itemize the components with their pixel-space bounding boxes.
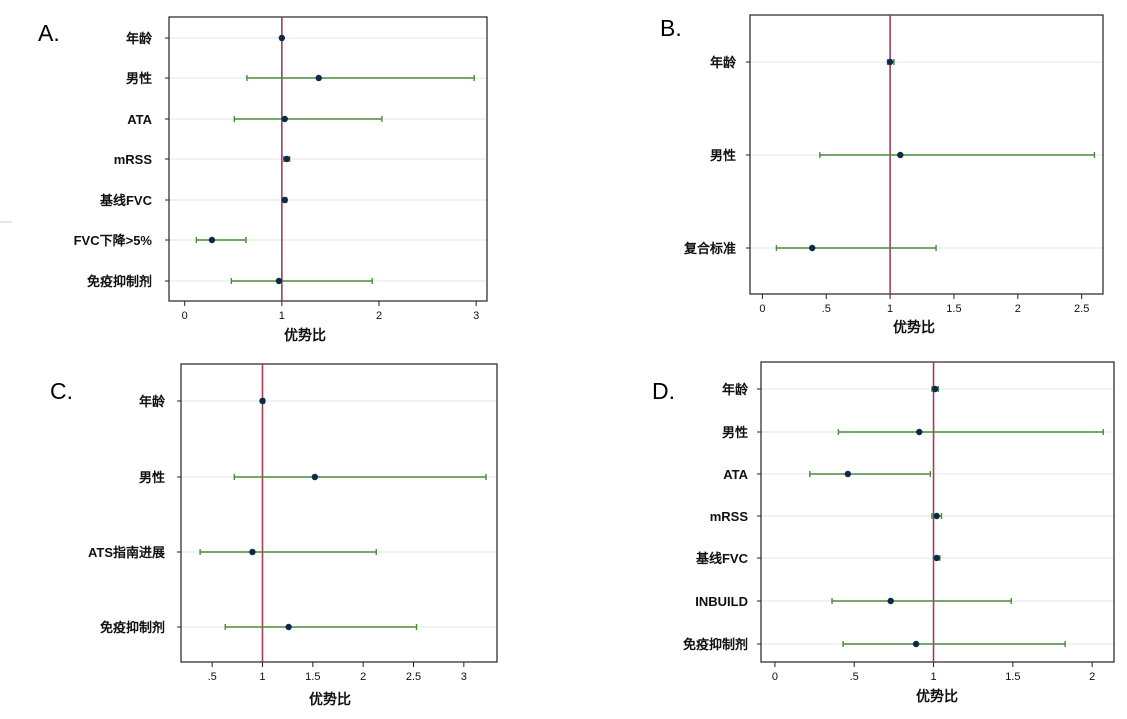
panel-2-odds-ratio-point	[808, 244, 816, 252]
panel-3-x-axis-title: 优势比	[309, 691, 351, 707]
panel-3-x-tick-label: 3	[461, 671, 467, 683]
panel-1-row-label: ATA	[127, 112, 152, 127]
panel-1-row-label: 免疫抑制剂	[87, 274, 152, 289]
panel-4-x-tick-label: .5	[850, 671, 859, 683]
panel-2-row-label: 年龄	[710, 55, 737, 70]
panel-1-letter: A.	[38, 20, 60, 46]
panel-4-x-axis-title: 优势比	[916, 688, 958, 704]
panel-4-x-tick-label: 0	[772, 671, 778, 683]
panel-3-row-label: 年龄	[139, 394, 166, 409]
panel-1-x-tick-label: 2	[376, 310, 382, 322]
panel-2-letter: B.	[660, 15, 682, 41]
panel-2-x-tick-label: 1	[887, 303, 893, 315]
panel-4-x-tick-label: 1.5	[1005, 671, 1020, 683]
panel-2-odds-ratio-point	[886, 58, 894, 66]
panel-3-odds-ratio-point	[285, 623, 292, 631]
panel-1-odds-ratio-point	[283, 155, 290, 163]
panel-1-x-tick-label: 1	[279, 310, 285, 322]
panel-1-x-tick-label: 3	[473, 310, 479, 322]
panel-3-x-tick-label: .5	[208, 671, 217, 683]
panel-1-odds-ratio-point	[278, 34, 286, 42]
panel-2-odds-ratio-point	[897, 151, 904, 159]
panel-1-x-tick-label: 0	[182, 310, 188, 322]
panel-4-letter: D.	[652, 378, 675, 404]
panel-2-x-tick-label: 1.5	[946, 303, 961, 315]
panel-3-x-tick-label: 2.5	[406, 671, 421, 683]
panel-3-odds-ratio-point	[259, 397, 266, 405]
panel-1-odds-ratio-point	[281, 115, 288, 123]
panel-4-row-label: ATA	[723, 467, 748, 482]
panel-1-row-label: mRSS	[114, 152, 153, 167]
panel-3-x-tick-label: 1.5	[305, 671, 320, 683]
panel-4-row-label: 年龄	[722, 382, 749, 397]
panel-2-x-tick-label: 0	[759, 303, 765, 315]
panel-4-odds-ratio-point	[933, 554, 940, 562]
panel-1-row-label: 年龄	[126, 31, 153, 46]
panel-4-x-tick-label: 1	[930, 671, 936, 683]
panel-4-x-tick-label: 2	[1089, 671, 1095, 683]
panel-3-letter: C.	[50, 378, 73, 404]
panel-3-plot-frame	[180, 363, 498, 663]
panel-3-row-label: 免疫抑制剂	[100, 620, 165, 635]
panel-2-row-label: 男性	[710, 148, 736, 163]
panel-2-x-tick-label: .5	[822, 303, 831, 315]
panel-3-row-label: 男性	[139, 470, 165, 485]
panel-1-odds-ratio-point	[208, 236, 216, 244]
panel-3-row-label: ATS指南进展	[88, 545, 166, 560]
panel-4-odds-ratio-point	[916, 428, 923, 436]
panel-2-x-tick-label: 2	[1015, 303, 1021, 315]
panel-3-odds-ratio-point	[249, 548, 256, 556]
panel-4-plot-frame	[760, 361, 1115, 663]
panel-3-x-tick-label: 1	[259, 671, 265, 683]
panel-1-odds-ratio-point	[275, 277, 283, 285]
panel-1-odds-ratio-point	[281, 196, 288, 204]
panel-4-odds-ratio-point	[844, 470, 852, 478]
panel-1-odds-ratio-point	[315, 74, 322, 82]
panel-4-row-label: 免疫抑制剂	[683, 637, 748, 652]
panel-2-row-label: 复合标准	[683, 241, 736, 256]
panel-4-odds-ratio-point	[912, 640, 920, 648]
panel-2-x-axis-title: 优势比	[893, 319, 935, 335]
panel-4-row-label: INBUILD	[695, 594, 748, 609]
panel-4-row-label: 男性	[722, 425, 748, 440]
panel-1-x-axis-title: 优势比	[284, 327, 326, 343]
panel-4-odds-ratio-point	[933, 512, 940, 520]
panel-3-x-tick-label: 2	[360, 671, 366, 683]
panel-4-row-label: mRSS	[710, 509, 749, 524]
panel-1-row-label: FVC下降>5%	[74, 233, 153, 248]
panel-4-odds-ratio-point	[931, 385, 939, 393]
panel-4-row-label: 基线FVC	[695, 551, 749, 566]
panel-3-odds-ratio-point	[311, 473, 319, 481]
panel-1-row-label: 男性	[126, 71, 152, 86]
panel-1-row-label: 基线FVC	[99, 193, 153, 208]
panel-2-x-tick-label: 2.5	[1074, 303, 1089, 315]
panel-4-odds-ratio-point	[887, 597, 894, 605]
